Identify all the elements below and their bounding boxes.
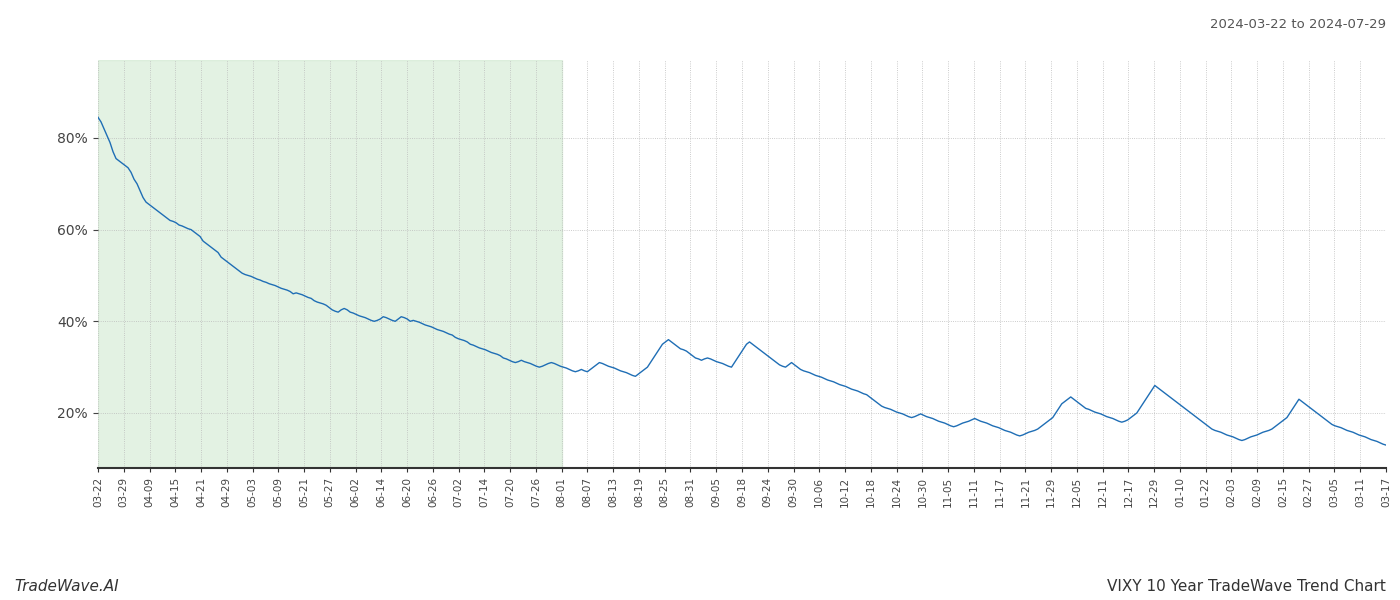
Bar [98, 60, 561, 468]
Text: 2024-03-22 to 2024-07-29: 2024-03-22 to 2024-07-29 [1210, 18, 1386, 31]
Text: VIXY 10 Year TradeWave Trend Chart: VIXY 10 Year TradeWave Trend Chart [1107, 579, 1386, 594]
Text: TradeWave.AI: TradeWave.AI [14, 579, 119, 594]
